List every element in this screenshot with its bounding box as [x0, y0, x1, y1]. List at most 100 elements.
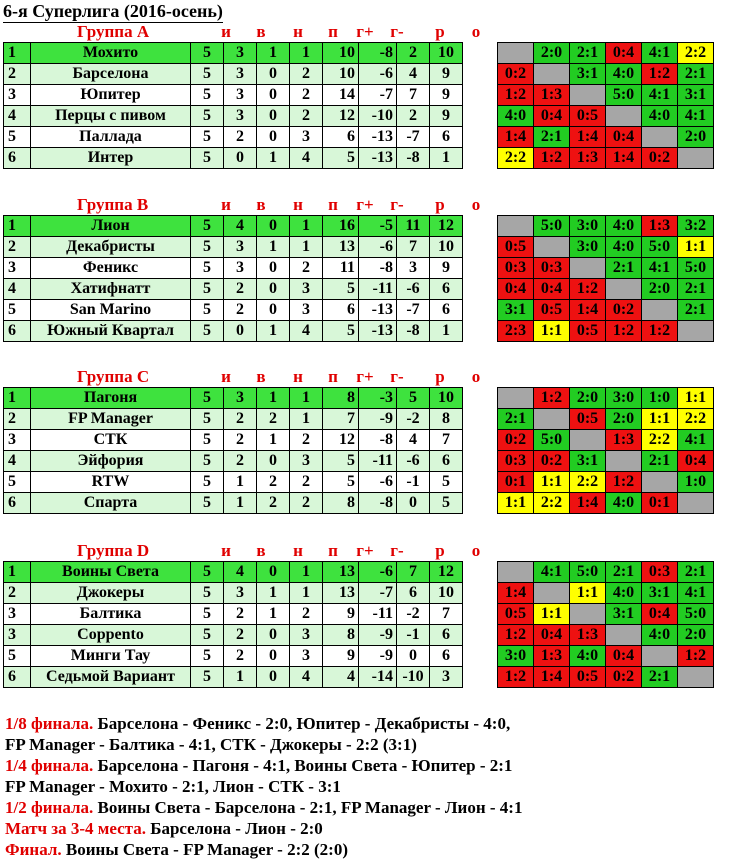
cell-ga: -11: [358, 450, 397, 472]
cell-w: 4: [223, 561, 257, 583]
matrix-self-cell: [677, 320, 714, 342]
matrix-score-cell: 1:1: [533, 471, 570, 493]
cell-d: 1: [256, 42, 290, 64]
cell-w: 2: [223, 450, 257, 472]
column-header-diff: р: [435, 22, 445, 41]
matrix-score-cell: 0:4: [533, 624, 570, 646]
matrix-row: 1:4 1:1 4:0 3:1 4:1: [497, 582, 714, 604]
table-row: 1 Мохито 5 3 1 1 10 -8 2 10: [3, 42, 463, 64]
cell-p: 5: [190, 450, 224, 472]
cell-d: 2: [256, 471, 290, 493]
matrix-score-cell: 1:2: [569, 278, 606, 300]
cell-ga: -6: [358, 561, 397, 583]
cell-ga: -13: [358, 320, 397, 342]
matrix-score-cell: 2:2: [533, 492, 570, 514]
team-name: Пагоня: [30, 387, 191, 409]
matrix-score-cell: 1:4: [497, 126, 534, 148]
matrix-score-cell: 0:1: [641, 492, 678, 514]
matrix-row: 0:3 0:3 2:1 4:1 5:0: [497, 257, 714, 279]
matrix-score-cell: 0:4: [533, 105, 570, 127]
result-text: Барселона - Лион - 2:0: [145, 819, 323, 838]
cell-d: 1: [256, 582, 290, 604]
matrix-self-cell: [677, 666, 714, 688]
table-row: 4 Эйфория 5 2 0 3 5 -11 -6 6: [3, 450, 463, 472]
team-name: Феникс: [30, 257, 191, 279]
matrix-score-cell: 0:2: [497, 63, 534, 85]
table-row: 6 Южный Квартал 5 0 1 4 5 -13 -8 1: [3, 320, 463, 342]
cell-pos: 1: [3, 561, 31, 583]
cell-gf: 9: [322, 603, 359, 625]
column-header-p: и: [221, 22, 231, 41]
cell-ga: -9: [358, 624, 397, 646]
cell-w: 2: [223, 126, 257, 148]
matrix-score-cell: 1:2: [533, 387, 570, 409]
matrix-self-cell: [641, 645, 678, 667]
column-header-w: в: [256, 367, 266, 386]
cell-pos: 1: [3, 387, 31, 409]
matrix-score-cell: 5:0: [533, 215, 570, 237]
matrix-score-cell: 2:2: [677, 408, 714, 430]
cell-d: 0: [256, 666, 290, 688]
matrix-self-cell: [533, 236, 570, 258]
cell-pos: 3: [3, 429, 31, 451]
matrix-self-cell: [569, 84, 606, 106]
cell-l: 2: [289, 84, 323, 106]
cell-p: 5: [190, 408, 224, 430]
group-header: Группа C и в н п г+ г-р о: [0, 367, 500, 387]
cell-ga: -13: [358, 147, 397, 169]
matrix-score-cell: 2:1: [497, 408, 534, 430]
matrix-score-cell: 1:1: [677, 387, 714, 409]
matrix-score-cell: 5:0: [641, 236, 678, 258]
matrix-score-cell: 0:4: [677, 450, 714, 472]
cell-d: 0: [256, 84, 290, 106]
standings-table: 1 Пагоня 5 3 1 1 8 -3 5 10 2 FP Manager 5 2 2 1 7 -9 -2 8 3 С…: [3, 387, 463, 514]
cell-gf: 5: [322, 471, 359, 493]
column-header-p: и: [221, 195, 231, 214]
team-name: RTW: [30, 471, 191, 493]
matrix-score-cell: 1:2: [641, 320, 678, 342]
result-line: Финал. Воины Света - FP Manager - 2:2 (2…: [5, 839, 725, 860]
matrix-score-cell: 3:0: [497, 645, 534, 667]
group-header: Группа A и в н п г+ г-р о: [0, 22, 500, 42]
matrix-score-cell: 4:0: [641, 105, 678, 127]
cell-l: 3: [289, 126, 323, 148]
team-name: Воины Света: [30, 561, 191, 583]
matrix-self-cell: [641, 126, 678, 148]
result-text: FP Manager - Балтика - 4:1, СТК - Джокер…: [5, 735, 417, 754]
cell-l: 1: [289, 582, 323, 604]
cell-pts: 6: [429, 645, 463, 667]
matrix-row: 1:1 2:2 1:4 4:0 0:1: [497, 492, 714, 514]
cell-w: 1: [223, 471, 257, 493]
column-header-ga: г-: [390, 22, 404, 41]
cell-pts: 10: [429, 42, 463, 64]
cell-diff: -7: [396, 126, 430, 148]
matrix-score-cell: 3:1: [605, 603, 642, 625]
cell-d: 0: [256, 645, 290, 667]
cell-diff: 7: [396, 561, 430, 583]
team-name: Минги Тау: [30, 645, 191, 667]
cell-ga: -6: [358, 236, 397, 258]
matrix-row: 4:1 5:0 2:1 0:3 2:1: [497, 561, 714, 583]
matrix-score-cell: 1:2: [497, 624, 534, 646]
cell-pts: 6: [429, 278, 463, 300]
cell-p: 5: [190, 236, 224, 258]
cell-gf: 13: [322, 582, 359, 604]
cell-l: 1: [289, 236, 323, 258]
cell-l: 4: [289, 666, 323, 688]
matrix-score-cell: 1:4: [569, 299, 606, 321]
page-title: 6-я Суперлига (2016-осень): [3, 1, 223, 23]
result-line: 1/8 финала. Барселона - Феникс - 2:0, Юп…: [5, 713, 725, 734]
matrix-score-cell: 4:0: [605, 215, 642, 237]
matrix-score-cell: 4:1: [677, 429, 714, 451]
matrix-score-cell: 0:3: [641, 561, 678, 583]
matrix-score-cell: 1:3: [641, 215, 678, 237]
cell-p: 5: [190, 582, 224, 604]
result-text: Воины Света - Барселона - 2:1, FP Manage…: [93, 798, 523, 817]
matrix-row: 3:0 1:3 4:0 0:4 1:2: [497, 645, 714, 667]
results-matrix: 1:2 2:0 3:0 1:0 1:1 2:1 0:5 2:0 1:1 2:2 0:2 5:0 1:3 2…: [497, 387, 714, 514]
standings-table: 1 Лион 5 4 0 1 16 -5 11 12 2 Декабристы 5 3 1 1 13 -6 7 10 3…: [3, 215, 463, 342]
cell-pts: 6: [429, 624, 463, 646]
cell-gf: 12: [322, 105, 359, 127]
cell-pos: 1: [3, 215, 31, 237]
